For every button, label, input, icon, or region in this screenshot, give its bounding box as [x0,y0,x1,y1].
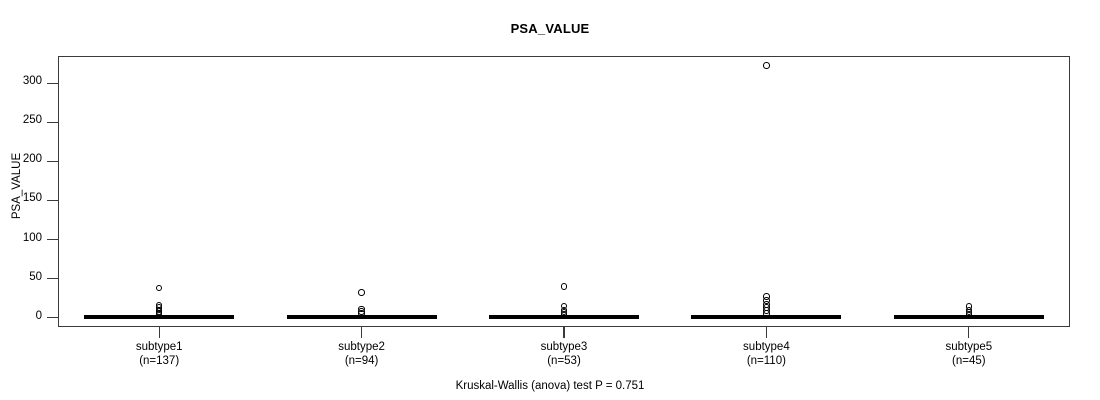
plot-area [58,56,1070,327]
y-axis-tick-label: 100 [22,231,42,244]
y-axis-tick-mark [47,82,58,84]
boxplot-outlier-point [965,303,973,310]
statistical-test-annotation: Kruskal-Wallis (anova) test P = 0.751 [455,380,645,392]
y-axis-tick-mark [47,277,58,280]
x-axis-tick-label-subtype3: subtype3 (n=53) [464,340,664,368]
boxplot-outlier-point [560,283,568,290]
category-sample-size: (n=110) [746,355,786,367]
boxplot-group-subtype1 [58,56,1070,327]
boxplot-group-subtype5 [58,56,1070,327]
x-axis-tick-label-subtype4: subtype4 (n=110) [666,340,866,368]
y-axis-tick-label: 300 [22,75,42,88]
category-name: subtype1 [135,341,183,353]
y-axis-tick-label: 250 [22,114,42,127]
boxplot-median-line [84,316,235,319]
y-axis-tick-label: 150 [22,192,42,205]
x-axis-tick-mark [765,327,767,338]
x-axis-tick-label-subtype1: subtype1 (n=137) [59,340,259,368]
y-axis-tick-mark [47,121,58,123]
y-axis-tick-mark [47,317,58,319]
y-axis-tick-label: 0 [35,309,42,322]
category-name: subtype2 [338,341,385,353]
y-axis-tick-mark [47,238,58,241]
x-axis-tick-label-subtype2: subtype2 (n=94) [262,340,462,368]
y-axis-tick-label: 200 [22,153,42,166]
y-axis-tick-mark [47,199,58,202]
boxplot-outlier-point [763,293,770,300]
y-axis-label: PSA_VALUE [11,152,23,220]
y-axis-tick-label: 50 [29,270,42,283]
boxplot-outlier-point [763,62,770,69]
boxplot-group-subtype4 [58,56,1070,327]
y-axis-tick-mark [47,160,58,163]
boxplot-median-line [691,316,842,319]
category-name: subtype5 [945,341,993,353]
boxplot-outlier-point [560,302,568,310]
boxplot-group-subtype2 [58,56,1070,327]
x-axis-tick-mark [361,327,363,338]
chart-title: PSA_VALUE [510,21,590,36]
boxplot-outlier-point [358,305,365,313]
category-name: subtype4 [743,341,790,353]
boxplot-median-line [286,316,437,319]
boxplot-outlier-point [358,289,365,296]
boxplot-group-subtype3 [58,56,1070,327]
category-sample-size: (n=137) [139,355,180,367]
category-sample-size: (n=94) [344,355,379,367]
boxplot-outlier-point [155,284,163,292]
category-name: subtype3 [540,341,588,353]
plot-frame [58,56,1070,327]
category-sample-size: (n=45) [952,355,986,367]
x-axis-tick-mark [158,327,160,338]
x-axis-tick-mark [968,327,970,338]
boxplot-outlier-point [155,301,163,309]
x-axis-tick-label-subtype5: subtype5 (n=45) [869,340,1069,368]
category-sample-size: (n=53) [547,355,581,367]
x-axis-tick-mark [563,327,565,338]
